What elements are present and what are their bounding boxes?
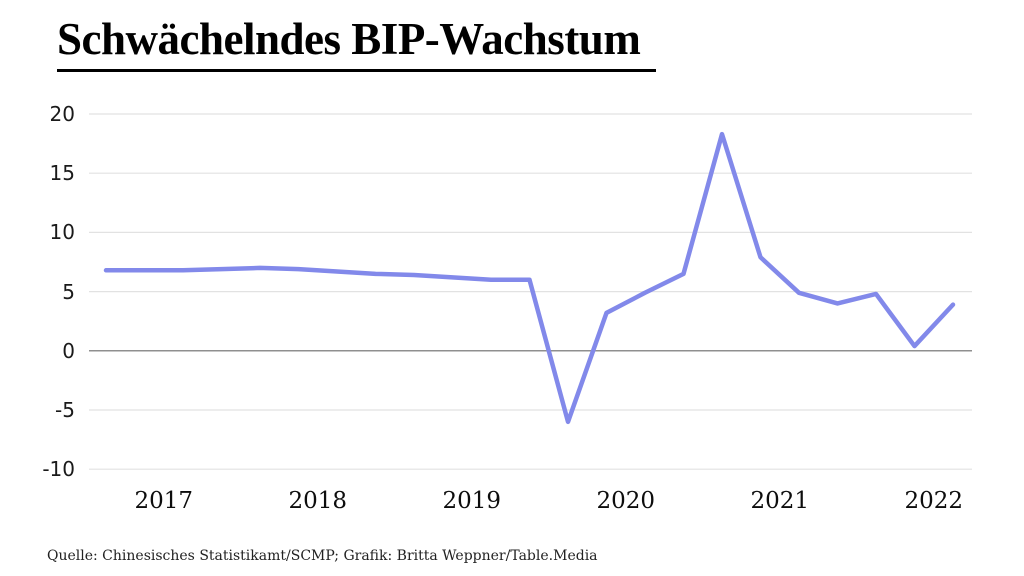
y-axis-tick-label: 10 [49, 220, 75, 245]
y-axis-tick-label: 5 [62, 279, 75, 304]
x-axis-year-label: 2020 [596, 488, 656, 514]
y-axis-tick-label: -5 [55, 398, 75, 422]
x-axis-year-label: 2018 [288, 488, 348, 514]
x-axis-year-label: 2017 [134, 488, 194, 514]
y-axis-tick-label: 0 [62, 338, 75, 363]
y-axis-tick-label: -10 [42, 457, 75, 482]
x-axis-year-label: 2019 [442, 488, 502, 514]
y-axis-tick-label: 15 [49, 161, 75, 186]
x-axis-year-label: 2022 [904, 488, 964, 514]
x-axis-year-label: 2021 [750, 488, 810, 514]
source-note: Quelle: Chinesisches Statistikamt/SCMP; … [47, 548, 598, 564]
gdp-growth-series-line [103, 131, 956, 425]
chart-title: Schwächelndes BIP-Wachstum [57, 14, 657, 73]
y-axis-tick-label: 20 [49, 102, 75, 126]
